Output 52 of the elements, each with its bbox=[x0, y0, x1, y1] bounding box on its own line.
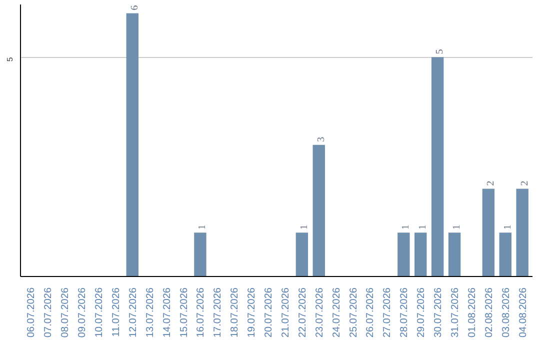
bar bbox=[398, 232, 410, 276]
data-label: 1 bbox=[400, 224, 412, 230]
x-tick-label: 24.07.2026 bbox=[331, 287, 342, 338]
x-tick-label: 06.07.2026 bbox=[26, 287, 38, 338]
x-tick-label: 03.08.2026 bbox=[500, 287, 512, 338]
data-label: 2 bbox=[485, 180, 496, 186]
x-tick-label: 28.07.2026 bbox=[399, 287, 410, 338]
bar bbox=[312, 144, 325, 276]
x-tick-label: 14.07.2026 bbox=[162, 287, 173, 338]
x-tick-label: 27.07.2026 bbox=[382, 287, 394, 338]
x-tick-label: 31.07.2026 bbox=[450, 287, 462, 338]
x-tick-label: 10.07.2026 bbox=[94, 287, 105, 338]
data-label: 1 bbox=[298, 224, 310, 230]
bar bbox=[414, 232, 427, 276]
x-tick-label: 16.07.2026 bbox=[196, 287, 207, 338]
x-tick-label: 11.07.2026 bbox=[110, 287, 122, 337]
bar bbox=[296, 232, 308, 276]
data-label: 6 bbox=[129, 5, 140, 10]
x-tick-label: 26.07.2026 bbox=[365, 287, 376, 338]
x-tick-label: 22.07.2026 bbox=[297, 287, 308, 338]
x-tick-label: 15.07.2026 bbox=[178, 287, 190, 338]
x-tick-label: 23.07.2026 bbox=[314, 287, 326, 338]
bar bbox=[126, 13, 138, 276]
x-tick-label: 17.07.2026 bbox=[212, 287, 224, 338]
x-tick-label: 30.07.2026 bbox=[433, 287, 444, 338]
bar bbox=[516, 188, 528, 276]
x-tick-label: 02.08.2026 bbox=[484, 287, 495, 338]
x-tick-label: 09.07.2026 bbox=[77, 287, 88, 338]
x-tick-label: 21.07.2026 bbox=[280, 287, 292, 338]
data-label: 1 bbox=[197, 224, 208, 230]
x-tick-label: 20.07.2026 bbox=[264, 287, 275, 338]
x-tick-label: 18.07.2026 bbox=[230, 287, 241, 338]
data-label: 3 bbox=[316, 136, 327, 142]
data-label: 1 bbox=[452, 224, 463, 230]
data-label: 1 bbox=[418, 224, 429, 230]
bar bbox=[431, 57, 444, 276]
x-tick-label: 04.08.2026 bbox=[518, 287, 529, 338]
bar bbox=[448, 232, 461, 276]
x-tick-label: 01.08.2026 bbox=[466, 287, 478, 338]
x-tick-label: 08.07.2026 bbox=[60, 287, 72, 338]
x-tick-label: 13.07.2026 bbox=[144, 287, 156, 338]
x-tick-label: 12.07.2026 bbox=[128, 287, 139, 338]
data-label: 1 bbox=[502, 224, 514, 230]
x-tick-label: 29.07.2026 bbox=[416, 287, 428, 338]
data-label: 5 bbox=[434, 49, 446, 54]
x-tick-label: 19.07.2026 bbox=[246, 287, 258, 338]
data-label: 2 bbox=[519, 180, 530, 186]
x-tick-label: 07.07.2026 bbox=[43, 287, 54, 338]
bar bbox=[194, 232, 206, 276]
bar bbox=[482, 188, 495, 276]
bar bbox=[499, 232, 512, 276]
x-tick-label: 25.07.2026 bbox=[348, 287, 360, 338]
